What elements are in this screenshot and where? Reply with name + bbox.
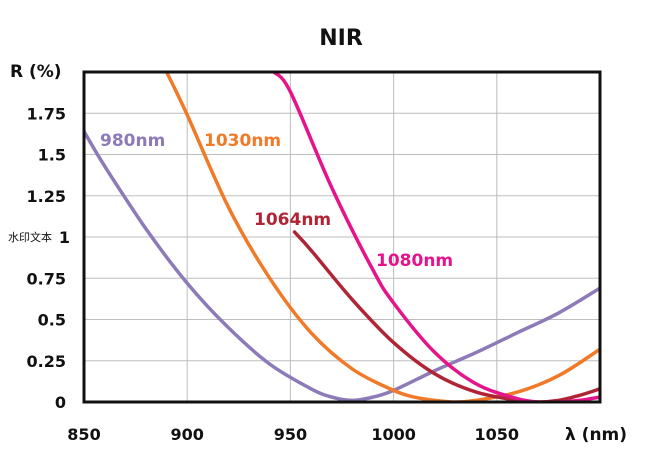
series-line-980nm <box>84 129 600 402</box>
y-tick-label: 0.5 <box>38 311 66 330</box>
x-tick-label: 1000 <box>371 425 416 444</box>
x-tick-label: 1050 <box>475 425 520 444</box>
y-tick-label: 1.75 <box>27 104 66 123</box>
x-tick-label: 950 <box>274 425 307 444</box>
y-tick-label: 0.25 <box>27 352 66 371</box>
series-line-1064nm <box>292 230 600 402</box>
y-tick-label: 1.5 <box>38 146 66 165</box>
plot-frame <box>82 70 602 404</box>
y-tick-label: 0.75 <box>27 269 66 288</box>
series-label-1080nm: 1080nm <box>376 251 453 271</box>
y-tick-label: 1.25 <box>27 187 66 206</box>
grid <box>84 72 600 402</box>
y-tick-label: 0 <box>55 393 66 412</box>
watermark-text: 水印文本 <box>8 230 52 244</box>
chart-title: NIR <box>319 26 363 51</box>
x-axis-title: λ (nm) <box>565 425 627 445</box>
series-label-980nm: 980nm <box>100 131 165 151</box>
series-label-1030nm: 1030nm <box>204 131 281 151</box>
tick-labels: 0 0.25 0.5 0.75 1 1.25 1.5 1.75 850 900 950 1000 105… <box>27 104 520 444</box>
y-axis-title: R (%) <box>10 62 62 82</box>
x-tick-label: 850 <box>67 425 100 444</box>
series-label-1064nm: 1064nm <box>254 210 331 230</box>
x-tick-label: 900 <box>170 425 203 444</box>
y-tick-label: 1 <box>59 228 70 247</box>
series-labels: 980nm 1030nm 1064nm 1080nm <box>100 131 453 271</box>
